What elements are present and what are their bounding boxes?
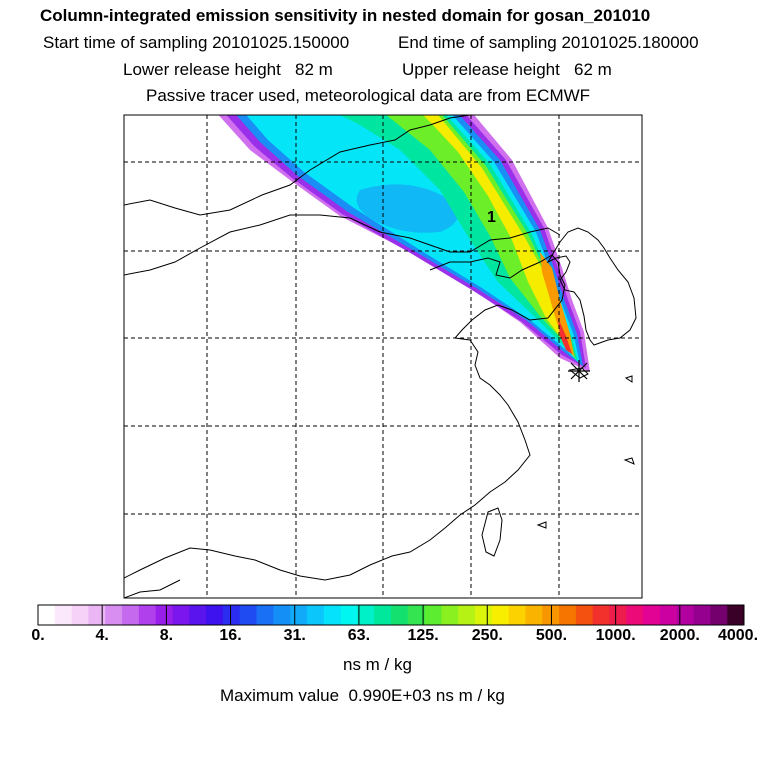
plume-layer	[218, 115, 590, 372]
colorbar-swatch	[592, 605, 611, 625]
sampling-start: Start time of sampling 20101025.150000	[43, 33, 350, 52]
colorbar-swatch	[155, 605, 173, 625]
colorbar-swatch	[172, 605, 190, 625]
graticule	[124, 115, 642, 598]
colorbar-swatch	[256, 605, 274, 625]
colorbar-tick-label: 250.	[471, 627, 503, 644]
colorbar-swatch	[525, 605, 543, 625]
colorbar-swatch	[441, 605, 459, 625]
map-frame	[123, 114, 643, 599]
map-title: Column-integrated emission sensitivity i…	[40, 6, 651, 25]
colorbar-tick-label: 2000.	[659, 627, 700, 644]
colorbar-swatch	[323, 605, 342, 625]
island-small-2	[623, 457, 635, 465]
colorbar-units: ns m / kg	[343, 655, 412, 674]
colorbar-swatch	[710, 605, 728, 625]
colorbar-swatch	[626, 605, 644, 625]
colorbar-swatch	[54, 605, 73, 625]
maximum-value: Maximum value 0.990E+03 ns m / kg	[220, 686, 505, 705]
colorbar-swatch	[542, 605, 560, 625]
coast-korea	[546, 227, 637, 346]
colorbar-swatch	[458, 605, 476, 625]
colorbar-tick-label: 0.	[31, 627, 45, 644]
colorbar-swatch	[138, 605, 157, 625]
colorbar-swatch	[357, 605, 375, 625]
colorbar-tick-label: 63.	[347, 627, 371, 644]
colorbar-swatch	[491, 605, 510, 625]
colorbar-swatch	[693, 605, 711, 625]
colorbar-swatch	[575, 605, 594, 625]
colorbar-swatch	[189, 605, 207, 625]
colorbar-swatch	[239, 605, 258, 625]
colorbar-swatch	[643, 605, 661, 625]
plume-red	[558, 318, 572, 354]
colorbar-swatch	[88, 605, 106, 625]
colorbar-swatch	[391, 605, 409, 625]
colorbar-swatch	[727, 605, 745, 625]
tracer-note: Passive tracer used, meteorological data…	[146, 86, 591, 105]
plume-green	[386, 115, 576, 360]
receptor-star-icon	[568, 360, 590, 382]
colorbar-tick-label: 16.	[219, 627, 242, 644]
border-mongolia	[124, 115, 471, 216]
coast-china-east	[124, 254, 566, 581]
border-china-north	[124, 214, 561, 276]
colorbar-tick-label: 4000.	[717, 627, 759, 644]
colorbar-swatch	[306, 605, 325, 625]
upper-release-height: Upper release height 62 m	[402, 60, 612, 79]
colorbar-swatch	[659, 605, 678, 625]
colorbar-swatch	[38, 605, 56, 625]
colorbar-swatch	[290, 605, 308, 625]
colorbar-swatch	[206, 605, 224, 625]
coastlines	[124, 115, 637, 598]
colorbar-swatch	[374, 605, 392, 625]
island-taiwan	[481, 507, 503, 557]
colorbar-tick-label: 125.	[407, 627, 439, 644]
colorbar-swatch	[676, 605, 695, 625]
plume-yellow	[423, 115, 574, 358]
sampling-end: End time of sampling 20101025.180000	[398, 33, 699, 52]
plume-teal	[340, 115, 578, 362]
colorbar-tick-label: 1000.	[595, 627, 636, 644]
colorbar-swatch	[340, 605, 358, 625]
colorbar-swatch	[71, 605, 89, 625]
colorbar	[37, 604, 745, 626]
colorbar-swatch	[424, 605, 442, 625]
colorbar-swatch	[407, 605, 426, 625]
island-small-3	[536, 521, 547, 529]
colorbar-swatch	[273, 605, 291, 625]
colorbar-tick-label: 8.	[159, 627, 174, 644]
island-small-1	[624, 375, 633, 383]
trajectory-marker-label: 1	[487, 209, 496, 226]
colorbar-tick-label: 500.	[535, 627, 568, 644]
colorbar-swatch	[559, 605, 577, 625]
coast-fragment-se	[124, 579, 181, 598]
colorbar-swatch	[475, 605, 493, 625]
colorbar-tick-label: 4.	[95, 627, 109, 644]
colorbar-swatch	[222, 605, 241, 625]
colorbar-swatch	[105, 605, 123, 625]
colorbar-swatch	[609, 605, 627, 625]
colorbar-swatch	[122, 605, 140, 625]
colorbar-swatch	[508, 605, 526, 625]
colorbar-tick-label: 31.	[283, 627, 306, 644]
island-jeju	[568, 367, 589, 379]
lower-release-height: Lower release height 82 m	[123, 60, 333, 79]
plume-inner-core	[356, 184, 458, 233]
plume-orange	[540, 252, 574, 356]
